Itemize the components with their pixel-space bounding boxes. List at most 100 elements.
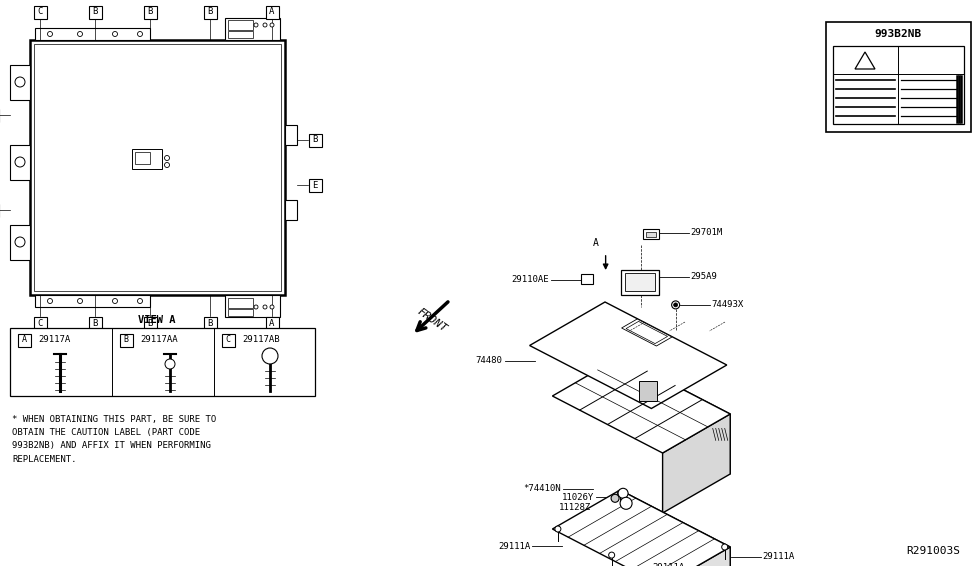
Polygon shape [620, 490, 730, 566]
Bar [265, 6, 279, 19]
Text: B: B [124, 336, 129, 345]
Bar [34, 44, 281, 291]
Text: B: B [312, 135, 318, 144]
Text: E: E [312, 181, 318, 190]
Polygon shape [663, 547, 730, 566]
Text: 29111A: 29111A [762, 552, 795, 561]
Circle shape [15, 157, 25, 167]
Circle shape [112, 32, 118, 36]
Text: B: B [147, 7, 153, 16]
Circle shape [270, 23, 274, 27]
Circle shape [15, 77, 25, 87]
Bar [625, 273, 654, 291]
Text: 29117AA: 29117AA [140, 335, 177, 344]
Bar [135, 152, 150, 164]
Polygon shape [553, 357, 730, 453]
Bar [645, 232, 655, 237]
Bar [30, 40, 285, 295]
Circle shape [620, 498, 632, 509]
Bar [10, 328, 315, 396]
Text: 295A9: 295A9 [690, 272, 718, 281]
Bar [89, 316, 101, 329]
Circle shape [254, 23, 258, 27]
Circle shape [165, 162, 170, 168]
Bar [621, 270, 659, 295]
Text: VIEW A: VIEW A [138, 315, 176, 325]
Bar [225, 18, 280, 40]
Bar [228, 309, 253, 316]
Text: 993B2NB: 993B2NB [875, 29, 921, 39]
Circle shape [165, 359, 175, 369]
Circle shape [611, 494, 619, 502]
Circle shape [617, 490, 623, 496]
Text: C: C [37, 319, 43, 328]
Text: 29117AB: 29117AB [242, 335, 280, 344]
Circle shape [112, 298, 118, 303]
Text: B: B [208, 7, 213, 16]
Text: B: B [93, 319, 98, 328]
Bar [221, 333, 235, 346]
Bar [228, 20, 253, 30]
Polygon shape [553, 490, 730, 566]
Text: A: A [593, 238, 599, 248]
Bar [35, 295, 150, 307]
Text: 29111A: 29111A [652, 564, 684, 566]
Polygon shape [855, 52, 875, 69]
Text: !: ! [862, 58, 868, 68]
Bar [308, 134, 322, 147]
Text: B: B [93, 7, 98, 16]
Bar [33, 6, 47, 19]
Bar [18, 333, 30, 346]
Bar [33, 316, 47, 329]
Circle shape [262, 348, 278, 364]
Bar [833, 46, 964, 124]
Bar [640, 381, 657, 401]
Text: * WHEN OBTAINING THIS PART, BE SURE TO
OBTAIN THE CAUTION LABEL (PART CODE
993B2: * WHEN OBTAINING THIS PART, BE SURE TO O… [12, 415, 216, 464]
Polygon shape [620, 357, 730, 474]
Text: 29701M: 29701M [690, 229, 722, 237]
Circle shape [165, 156, 170, 161]
Circle shape [263, 23, 267, 27]
Polygon shape [622, 319, 672, 346]
Circle shape [137, 298, 142, 303]
Circle shape [672, 301, 680, 309]
Circle shape [608, 552, 614, 558]
Bar [285, 125, 297, 145]
Circle shape [48, 298, 53, 303]
Bar [228, 298, 253, 308]
Bar [581, 274, 593, 284]
Circle shape [263, 305, 267, 309]
Bar [285, 200, 297, 220]
Text: B: B [208, 319, 213, 328]
Circle shape [254, 305, 258, 309]
Bar [643, 229, 659, 239]
Text: B: B [147, 319, 153, 328]
Bar [308, 178, 322, 191]
Circle shape [137, 32, 142, 36]
Circle shape [77, 298, 83, 303]
Circle shape [618, 488, 628, 498]
Text: A: A [269, 7, 275, 16]
Bar [204, 6, 216, 19]
Bar [228, 31, 253, 38]
Text: 74493X: 74493X [712, 301, 744, 310]
Text: 11128Z: 11128Z [559, 503, 592, 512]
Circle shape [674, 303, 678, 307]
Circle shape [15, 237, 25, 247]
Bar [35, 28, 150, 40]
Bar [10, 65, 30, 100]
Circle shape [270, 305, 274, 309]
Circle shape [722, 544, 727, 550]
Text: *74410N: *74410N [523, 484, 561, 494]
Text: C: C [37, 7, 43, 16]
Polygon shape [663, 414, 730, 513]
Bar [143, 316, 157, 329]
Polygon shape [615, 518, 738, 566]
Bar [10, 145, 30, 180]
Text: FRONT: FRONT [415, 306, 448, 334]
Bar [10, 225, 30, 260]
Polygon shape [529, 302, 726, 409]
Text: 29117A: 29117A [38, 335, 70, 344]
Bar [143, 6, 157, 19]
Polygon shape [626, 321, 668, 344]
